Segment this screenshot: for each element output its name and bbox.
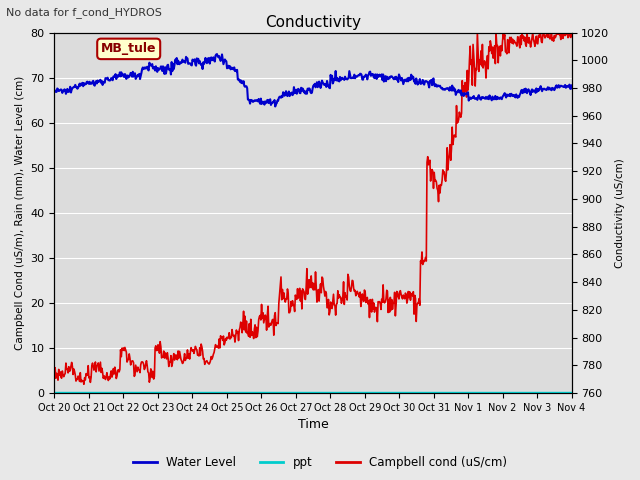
Water Level bbox=[60, 88, 68, 94]
Water Level bbox=[166, 67, 173, 73]
Water Level bbox=[568, 83, 575, 88]
Water Level bbox=[377, 73, 385, 79]
ppt bbox=[568, 390, 575, 396]
Title: Conductivity: Conductivity bbox=[265, 15, 361, 30]
ppt bbox=[60, 390, 68, 396]
Campbell cond (uS/cm) bbox=[60, 374, 68, 380]
ppt bbox=[166, 390, 173, 396]
ppt bbox=[376, 390, 383, 396]
Legend: Water Level, ppt, Campbell cond (uS/cm): Water Level, ppt, Campbell cond (uS/cm) bbox=[128, 452, 512, 474]
Campbell cond (uS/cm) bbox=[568, 30, 575, 36]
ppt bbox=[391, 390, 399, 396]
Campbell cond (uS/cm) bbox=[114, 368, 122, 373]
Y-axis label: Conductivity (uS/cm): Conductivity (uS/cm) bbox=[615, 158, 625, 268]
Water Level bbox=[193, 56, 201, 61]
Water Level bbox=[113, 72, 121, 78]
Campbell cond (uS/cm) bbox=[376, 301, 384, 307]
Water Level bbox=[51, 88, 58, 94]
Campbell cond (uS/cm) bbox=[194, 352, 202, 358]
Line: Water Level: Water Level bbox=[54, 54, 572, 107]
Campbell cond (uS/cm) bbox=[474, 30, 481, 36]
Water Level bbox=[392, 74, 400, 80]
Campbell cond (uS/cm) bbox=[51, 375, 58, 381]
Text: No data for f_cond_HYDROS: No data for f_cond_HYDROS bbox=[6, 7, 163, 18]
Y-axis label: Campbell Cond (uS/m), Rain (mm), Water Level (cm): Campbell Cond (uS/m), Rain (mm), Water L… bbox=[15, 76, 25, 350]
Text: MB_tule: MB_tule bbox=[101, 42, 156, 55]
Water Level bbox=[213, 51, 221, 57]
Campbell cond (uS/cm) bbox=[392, 313, 399, 319]
Line: Campbell cond (uS/cm): Campbell cond (uS/cm) bbox=[54, 33, 572, 384]
ppt bbox=[113, 390, 121, 396]
Campbell cond (uS/cm) bbox=[80, 382, 88, 387]
Water Level bbox=[271, 104, 279, 109]
ppt bbox=[51, 390, 58, 396]
Campbell cond (uS/cm) bbox=[166, 359, 174, 365]
ppt bbox=[193, 390, 201, 396]
X-axis label: Time: Time bbox=[298, 419, 328, 432]
